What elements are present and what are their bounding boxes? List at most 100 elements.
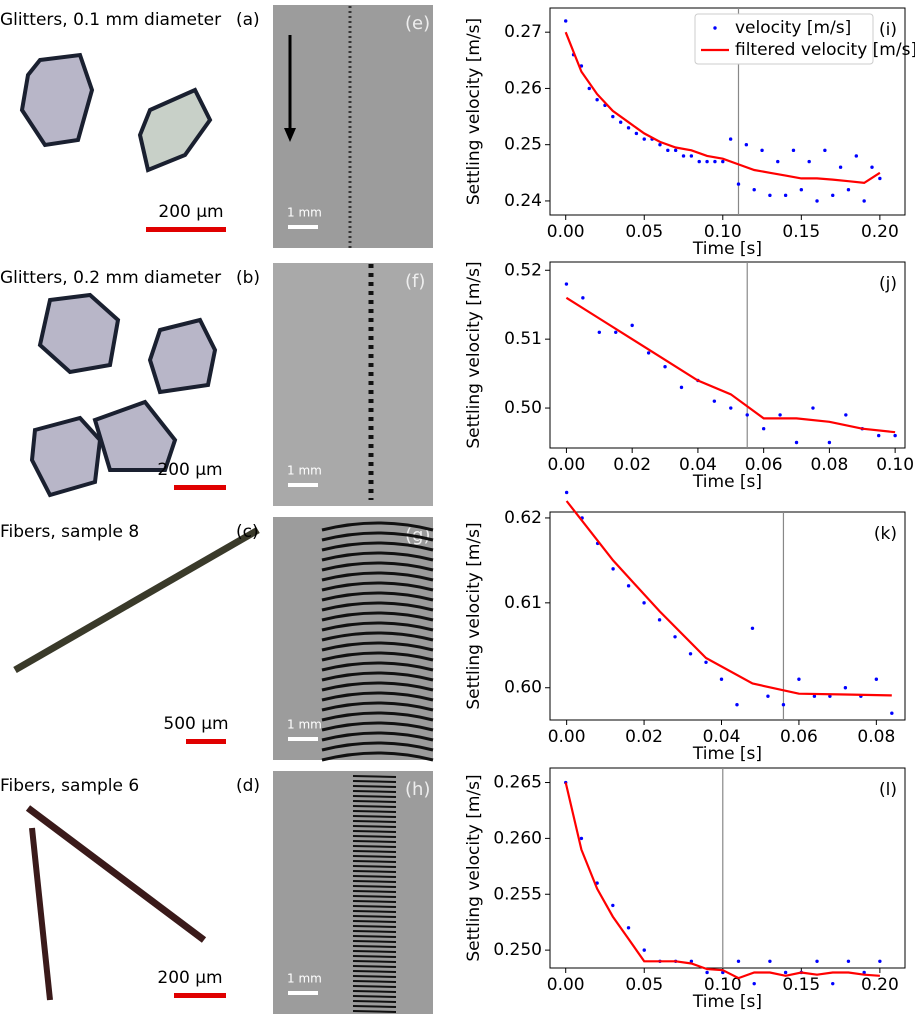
legend-box: [694, 13, 874, 65]
stripe: [352, 935, 397, 938]
y-tick-label: 0.27: [504, 22, 542, 42]
legend-label: filtered velocity [m/s]: [735, 40, 915, 60]
data-point: [761, 427, 766, 431]
data-point: [807, 159, 811, 164]
panel-label: (i): [879, 20, 897, 40]
data-point: [626, 584, 631, 588]
stripe: [352, 775, 397, 778]
stripe: [352, 785, 397, 788]
y-tick-label: 0.25: [504, 135, 542, 155]
data-point: [838, 165, 843, 169]
data-point: [673, 635, 677, 639]
data-point: [611, 903, 615, 908]
stripe: [352, 810, 397, 813]
data-point: [878, 176, 882, 181]
panel-label: (c): [236, 522, 259, 542]
panel-title: Fibers, sample 8: [0, 522, 139, 542]
data-point: [704, 660, 708, 664]
x-tick-label: 0.10: [704, 975, 742, 995]
x-axis-label: Time [s]: [692, 472, 762, 492]
data-point: [750, 626, 755, 631]
y-axis-label: Settling velocity [m/s]: [464, 522, 484, 709]
glitter: [19, 52, 95, 148]
data-point: [874, 677, 879, 681]
data-point: [587, 86, 591, 91]
scale-bar: [146, 227, 226, 232]
data-point: [862, 970, 866, 975]
data-point: [752, 981, 756, 986]
image-scale-label: 1 mm: [287, 718, 322, 732]
stripe: [352, 1005, 397, 1008]
stripe: [352, 830, 397, 833]
stripe: [352, 800, 397, 803]
chart: 0.00 0.05 0.10 0.15 0.20 0.250 0.255 0.260 0.265…: [464, 767, 906, 1012]
data-point: [812, 694, 817, 698]
stripe: [352, 795, 397, 798]
stripe: [321, 591, 434, 602]
stripe: [352, 975, 397, 978]
data-point: [844, 413, 848, 417]
y-axis-label: Settling velocity [m/s]: [464, 774, 484, 961]
data-point: [870, 165, 874, 169]
x-tick-label: 0.20: [861, 222, 899, 242]
data-point: [854, 154, 859, 158]
data-point: [831, 981, 835, 986]
data-point: [744, 142, 749, 147]
stripe: [321, 641, 434, 652]
stripe: [321, 541, 434, 552]
data-point: [781, 703, 786, 707]
data-point: [642, 601, 646, 605]
data-point: [815, 199, 819, 203]
panel-label: (b): [236, 268, 260, 288]
scale-bar-label: 200 µm: [157, 460, 222, 480]
filtered-line: [565, 500, 892, 697]
y-tick-label: 0.255: [493, 884, 542, 904]
stripe: [352, 845, 397, 848]
stripe: [352, 955, 397, 958]
stripe: [321, 651, 434, 662]
fiber: [25, 805, 207, 943]
data-point: [713, 159, 717, 164]
stripe: [352, 950, 397, 953]
data-point: [783, 970, 788, 975]
stripe: [352, 1010, 397, 1013]
stripe: [321, 721, 434, 732]
data-point: [831, 193, 835, 198]
stripe: [321, 531, 434, 542]
image-scale-bar: [288, 483, 318, 487]
x-tick-label: 0.06: [780, 727, 818, 747]
x-tick-label: 0.15: [782, 222, 820, 242]
image-scale-bar: [288, 991, 318, 995]
stripe: [352, 960, 397, 963]
data-point: [705, 970, 709, 975]
stripe: [321, 751, 434, 762]
image-scale-label: 1 mm: [287, 206, 322, 220]
stripe: [321, 621, 434, 632]
data-point: [611, 114, 615, 119]
data-point: [843, 686, 848, 690]
stripe: [352, 890, 397, 893]
data-point: [760, 148, 764, 153]
data-point: [766, 694, 770, 698]
data-point: [642, 137, 646, 141]
image: [273, 5, 433, 248]
data-point: [611, 567, 615, 571]
particles: [13, 52, 260, 1001]
data-point: [597, 330, 602, 334]
data-point: [877, 433, 881, 438]
stripe: [352, 850, 397, 853]
stripe: [352, 985, 397, 988]
x-tick-label: 0.10: [876, 455, 914, 475]
stripe: [321, 521, 434, 532]
image-label: (e): [405, 13, 430, 34]
stripe: [352, 940, 397, 943]
y-axis-label: Settling velocity [m/s]: [464, 261, 484, 448]
data-point: [595, 97, 599, 102]
panel-title: Fibers, sample 6: [0, 776, 139, 796]
image-scale-bar: [288, 737, 318, 741]
data-point: [626, 126, 631, 130]
stripe: [352, 780, 397, 783]
legend-swatch: [713, 26, 717, 30]
data-point: [666, 148, 670, 153]
x-tick-label: 0.04: [703, 727, 741, 747]
